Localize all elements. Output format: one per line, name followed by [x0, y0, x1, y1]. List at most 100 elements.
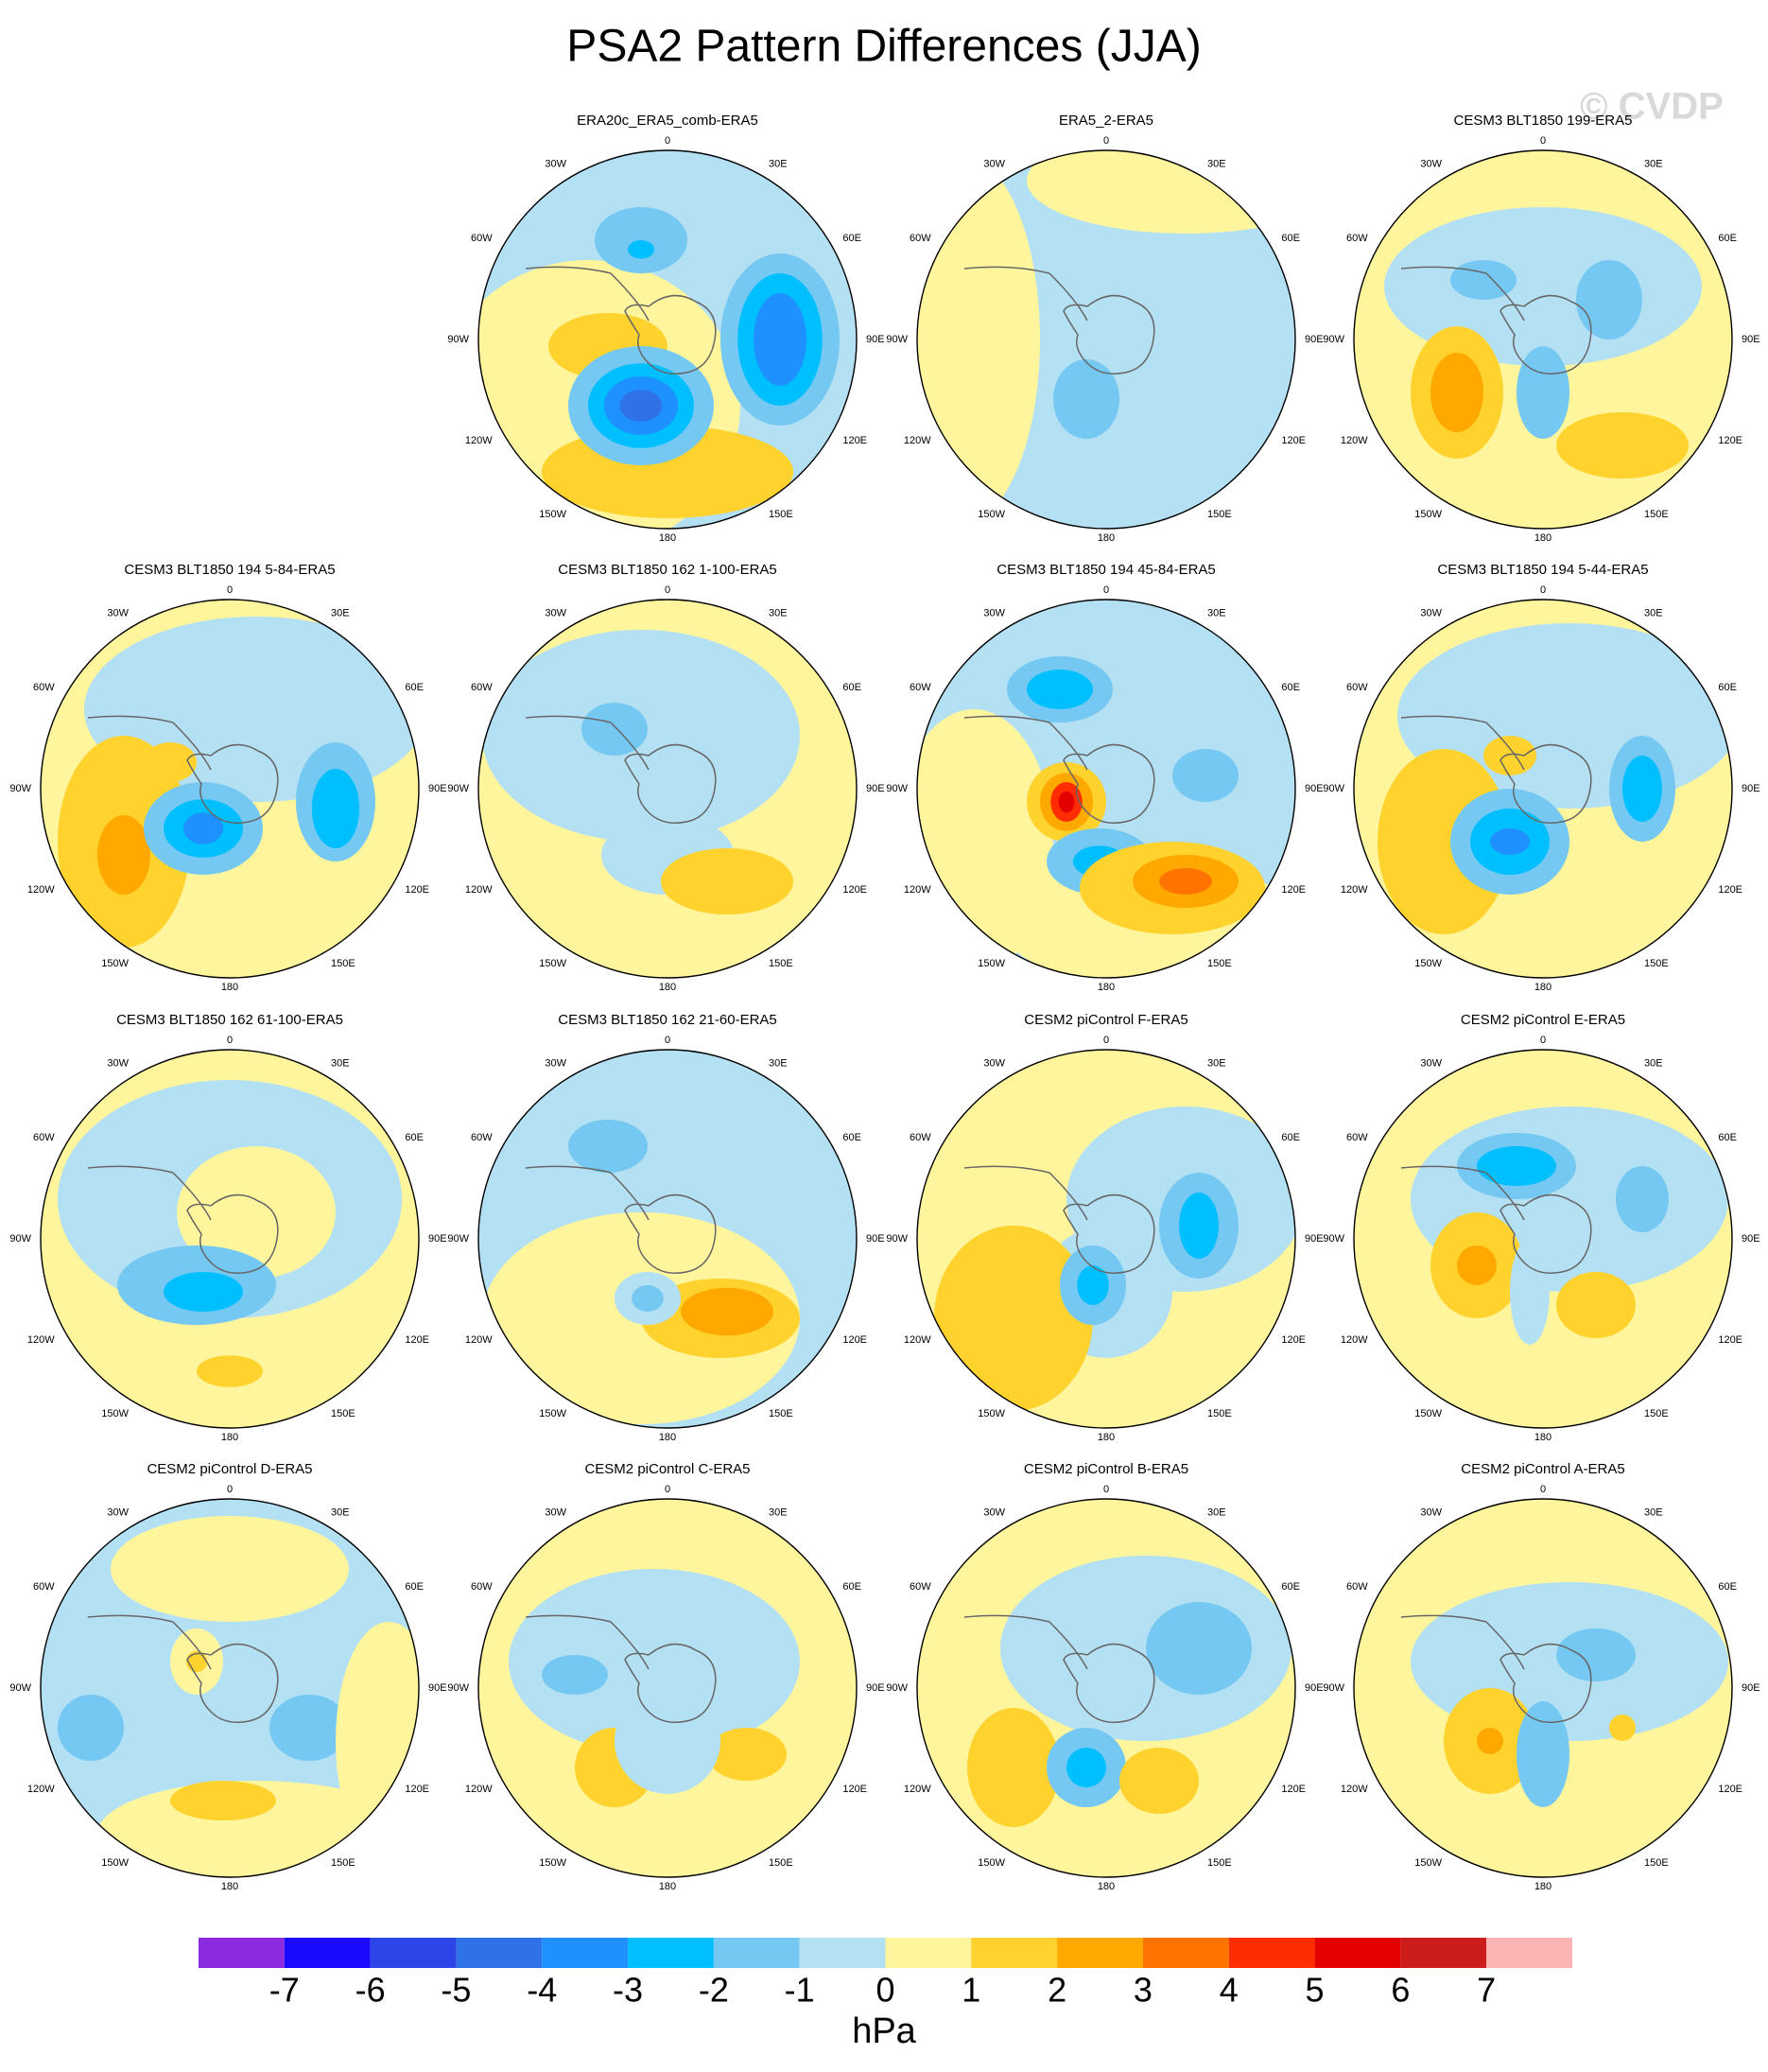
panel-title: CESM3 BLT1850 162 21-60-ERA5: [558, 1012, 777, 1028]
colorbar-swatch: [1314, 1938, 1401, 1968]
map-border: [477, 1049, 858, 1429]
colorbar-label: 4: [1220, 1971, 1239, 2010]
longitude-label: 150E: [331, 958, 355, 969]
map-border: [477, 1498, 858, 1878]
contour-region: [58, 1695, 124, 1761]
longitude-label: 60W: [471, 1581, 493, 1593]
longitude-label: 0: [227, 584, 233, 596]
map-border: [916, 599, 1296, 979]
longitude-label: 0: [1540, 584, 1546, 596]
longitude-label: 90E: [866, 783, 885, 794]
longitude-label: 150E: [1644, 1408, 1669, 1419]
colorbar-label: 2: [1048, 1971, 1066, 2010]
map-panel: CESM2 piControl C-ERA5 0 30E 60E 90E 120E 150E…: [447, 1461, 884, 1892]
longitude-label: 30W: [1420, 159, 1442, 170]
longitude-label: 120W: [1341, 884, 1368, 896]
contour-field: [1354, 150, 1732, 529]
longitude-label: 60W: [471, 233, 493, 244]
map-panel: CESM3 BLT1850 162 21-60-ERA5 0 30E 60E 90E 12…: [447, 1012, 884, 1443]
contour-region: [1622, 756, 1662, 822]
longitude-label: 30E: [1207, 608, 1226, 619]
longitude-label: 90E: [866, 1233, 885, 1245]
panel-title: CESM2 piControl D-ERA5: [147, 1461, 312, 1477]
contour-field: [478, 150, 857, 529]
contour-region: [1146, 1602, 1252, 1695]
longitude-label: 150W: [978, 1408, 1005, 1419]
longitude-label: 120E: [405, 1784, 429, 1795]
longitude-label: 30W: [545, 1058, 566, 1070]
contour-field: [917, 1050, 1295, 1428]
contour-region: [1172, 749, 1239, 802]
longitude-label: 90W: [886, 1682, 908, 1694]
colorbar-unit: hPa: [852, 2011, 916, 2051]
longitude-label: 30E: [769, 1507, 788, 1519]
longitude-label: 150E: [769, 1857, 793, 1869]
longitude-label: 180: [659, 1432, 676, 1443]
contour-region: [1490, 828, 1530, 855]
contour-region: [1483, 736, 1536, 775]
contour-region: [170, 1781, 276, 1820]
longitude-label: 90E: [1742, 783, 1760, 794]
longitude-label: 150W: [539, 958, 566, 969]
longitude-label: 150E: [1644, 509, 1669, 520]
longitude-label: 60E: [1718, 233, 1737, 244]
longitude-label: 150E: [331, 1857, 355, 1869]
longitude-label: 90E: [1742, 334, 1760, 345]
map-border: [40, 599, 420, 979]
longitude-label: 0: [665, 1035, 670, 1046]
longitude-label: 120E: [842, 435, 867, 446]
longitude-label: 30E: [1207, 1507, 1226, 1519]
panel-title: CESM3 BLT1850 194 45-84-ERA5: [997, 562, 1216, 578]
longitude-label: 180: [221, 982, 238, 993]
map-panel: CESM3 BLT1850 199-ERA5 0 30E 60E 90E 120E 150E…: [1323, 113, 1759, 544]
colorbar-label: -3: [613, 1971, 643, 2010]
colorbar-label: 3: [1134, 1971, 1153, 2010]
contour-region: [1556, 1628, 1636, 1681]
map-border: [1353, 149, 1733, 530]
longitude-label: 120E: [842, 1784, 867, 1795]
longitude-label: 90W: [447, 1682, 469, 1694]
longitude-label: 90W: [447, 783, 469, 794]
coastline: [1400, 266, 1592, 374]
longitude-label: 60W: [910, 1132, 931, 1143]
colorbar-swatch: [370, 1938, 457, 1968]
contour-region: [197, 1355, 263, 1387]
longitude-label: 150W: [978, 509, 1005, 520]
longitude-label: 180: [221, 1432, 238, 1443]
longitude-label: 150E: [769, 509, 793, 520]
longitude-label: 60W: [1346, 1581, 1368, 1593]
contour-region: [1027, 150, 1295, 234]
panel-title: ERA20c_ERA5_comb-ERA5: [577, 113, 758, 129]
panel-title: CESM2 piControl C-ERA5: [584, 1461, 750, 1477]
contour-field: [917, 150, 1295, 529]
colorbar-label: -1: [785, 1971, 815, 2010]
contour-field: [478, 600, 857, 978]
longitude-label: 180: [1098, 1881, 1115, 1892]
longitude-label: 60W: [33, 1581, 55, 1593]
longitude-label: 60E: [1718, 1581, 1737, 1593]
colorbar-label: 0: [875, 1971, 894, 2010]
coastline: [525, 1165, 717, 1274]
map-border: [477, 599, 858, 979]
longitude-label: 60E: [1718, 1132, 1737, 1143]
longitude-label: 90E: [1742, 1233, 1760, 1245]
coastline: [963, 1165, 1155, 1274]
longitude-label: 150W: [539, 509, 566, 520]
longitude-label: 60W: [33, 682, 55, 693]
longitude-label: 0: [665, 135, 670, 147]
longitude-label: 0: [1103, 584, 1109, 596]
contour-region: [581, 703, 648, 756]
longitude-label: 120W: [1341, 1334, 1368, 1346]
contour-region: [1517, 346, 1569, 439]
longitude-label: 30E: [1207, 1058, 1226, 1070]
longitude-label: 90W: [1323, 1233, 1344, 1245]
coastline: [1400, 1165, 1592, 1274]
map-border: [1353, 1498, 1733, 1878]
contour-region: [1510, 1239, 1550, 1345]
longitude-label: 120E: [1281, 1784, 1306, 1795]
longitude-label: 120E: [842, 1334, 867, 1346]
longitude-label: 30W: [107, 1507, 129, 1519]
longitude-label: 120W: [904, 435, 931, 446]
longitude-label: 150E: [1644, 958, 1669, 969]
longitude-label: 150W: [1414, 509, 1442, 520]
